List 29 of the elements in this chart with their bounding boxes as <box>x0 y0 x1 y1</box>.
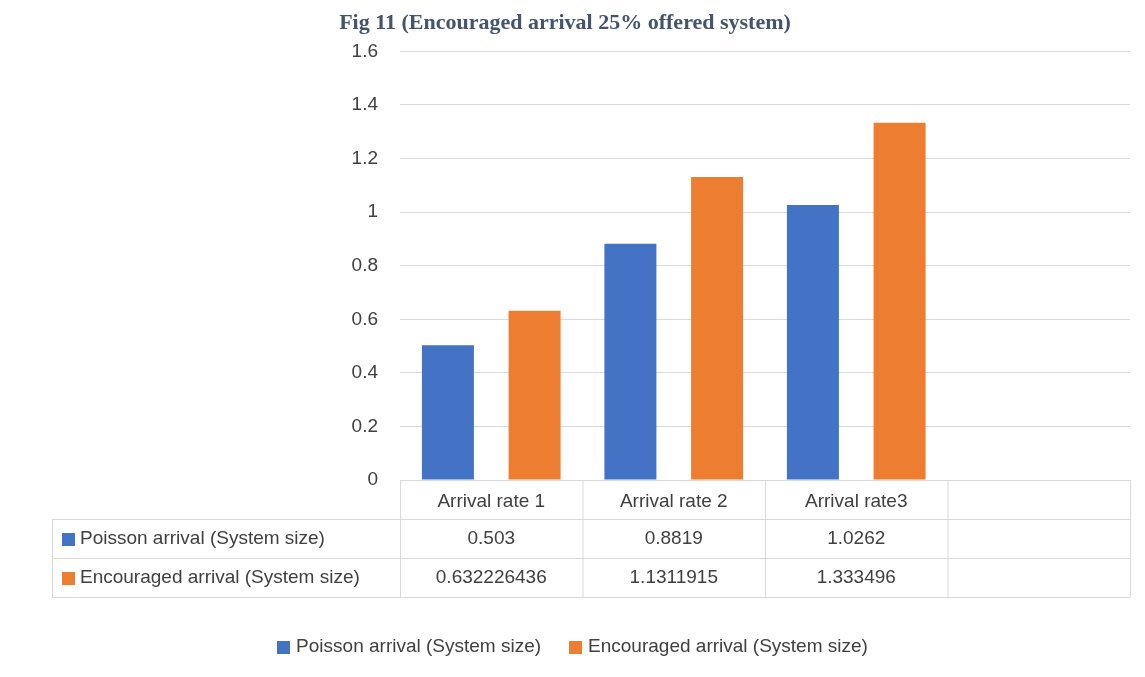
y-tick-label: 0.8 <box>351 253 378 275</box>
bar <box>786 205 839 480</box>
bar <box>873 122 926 480</box>
x-tick-label: Arrival rate3 <box>805 489 908 511</box>
data-label: 1.1311915 <box>629 565 718 587</box>
bar <box>691 176 744 480</box>
text: Poisson arrival (System size) <box>296 635 542 657</box>
x-tick-label: Arrival rate 1 <box>437 489 546 511</box>
data-label: 0.503 <box>467 526 516 548</box>
y-tick-label: 0.6 <box>351 307 378 329</box>
y-tick-label: 0.4 <box>351 361 379 383</box>
legend-label: Encouraged arrival (System size) <box>588 635 868 657</box>
text: Encouraged arrival (System size) <box>80 565 360 587</box>
x-tick-label: Arrival rate 2 <box>619 489 728 511</box>
bar <box>604 243 657 480</box>
y-tick-label: 1.4 <box>351 93 379 115</box>
y-tick-label: 1.2 <box>351 146 378 168</box>
legend-label: Poisson arrival (System size) <box>80 526 325 548</box>
y-tick-label: 0 <box>367 468 378 490</box>
chart-title: Fig 11 (Encouraged arrival 25% offered system) <box>339 8 791 34</box>
bar <box>421 345 474 480</box>
data-label: 0.632226436 <box>435 565 547 587</box>
y-tick-label: 1 <box>367 200 378 222</box>
bar <box>508 310 561 480</box>
data-label: 1.333496 <box>816 565 896 587</box>
data-label: 1.0262 <box>827 526 886 548</box>
data-label: 0.8819 <box>644 526 703 548</box>
y-tick-label: 1.6 <box>351 39 378 61</box>
y-tick-label: 0.2 <box>351 414 378 436</box>
